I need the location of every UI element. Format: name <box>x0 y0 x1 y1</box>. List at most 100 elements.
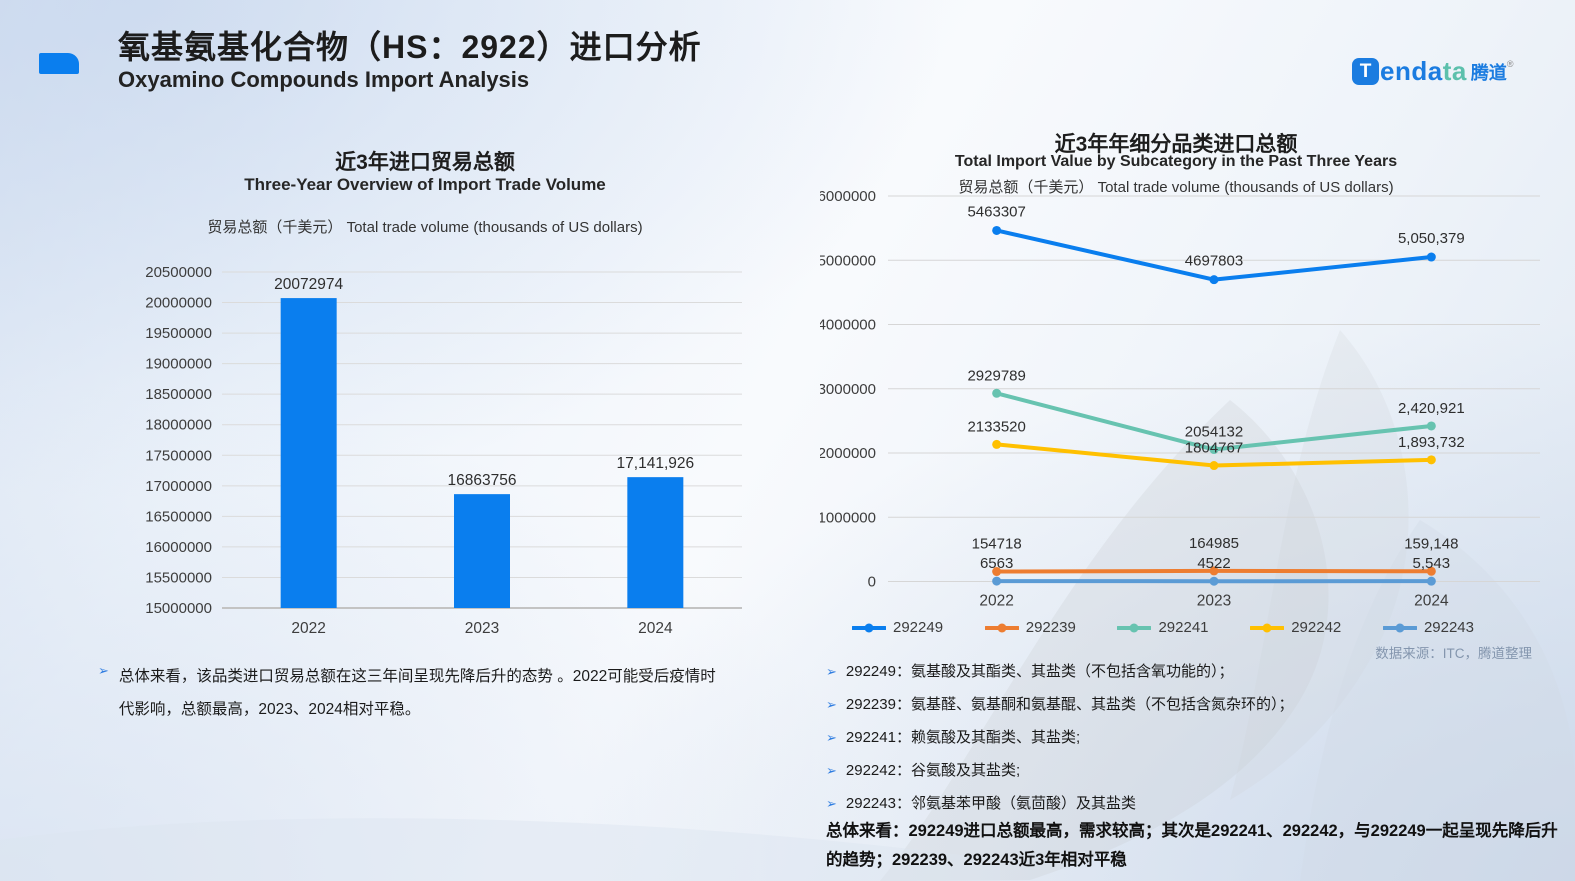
bullet-arrow-icon: ➢ <box>98 663 109 678</box>
data-point <box>1426 421 1436 431</box>
y-axis-tick: 18500000 <box>145 386 212 403</box>
data-point-label: 5463307 <box>967 203 1025 220</box>
category-def-text: 292242：谷氨酸及其盐类; <box>845 762 1021 779</box>
summary-text: 总体来看：292249进口总额最高，需求较高；其次是292241、292242，… <box>826 822 1558 870</box>
x-axis-tick: 2024 <box>1414 593 1449 610</box>
bullet-arrow-icon: ➢ <box>826 796 837 811</box>
data-point <box>1209 576 1219 586</box>
data-point-label: 2133520 <box>967 418 1025 435</box>
data-point <box>1209 461 1219 471</box>
bar-chart-note: ➢ 总体来看，该品类进口贸易总额在这三年间呈现先降后升的态势 。2022可能受后… <box>98 661 716 727</box>
category-def-text: 292239：氨基醛、氨基酮和氨基醌、其盐类（不包括含氮杂环的）； <box>845 696 1294 713</box>
data-point-label: 2054132 <box>1185 424 1243 441</box>
bar-chart-title-cn: 近3年进口贸易总额 <box>335 151 515 174</box>
bar <box>454 494 510 608</box>
legend-item-292239: 292239 <box>984 619 1076 636</box>
category-def-item: ➢ 292243：邻氨基苯甲酸（氨茴酸）及其盐类 <box>826 794 1550 814</box>
y-axis-tick: 4000000 <box>820 317 876 334</box>
data-point-label: 1804767 <box>1185 440 1243 457</box>
bar-chart-unit-label: 贸易总额（千美元） Total trade volume (thousands … <box>207 219 643 236</box>
y-axis-tick: 15000000 <box>145 600 212 617</box>
bullet-arrow-icon: ➢ <box>826 697 837 712</box>
category-def-item: ➢ 292249：氨基酸及其酯类、其盐类（不包括含氧功能的）； <box>826 662 1550 682</box>
bar-value-label: 20072974 <box>274 276 343 293</box>
bar-chart-title-en: Three-Year Overview of Import Trade Volu… <box>244 175 606 194</box>
category-def-item: ➢ 292239：氨基醛、氨基酮和氨基醌、其盐类（不包括含氮杂环的）； <box>826 695 1550 715</box>
line-chart-title-cn: 近3年年细分品类进口总额 <box>1054 133 1298 156</box>
header-accent-icon <box>39 53 79 74</box>
x-axis-tick: 2022 <box>291 620 325 637</box>
line-chart-title-en: Total Import Value by Subcategory in the… <box>954 153 1398 170</box>
legend-item-292242: 292242 <box>1250 619 1341 636</box>
y-axis-tick: 17500000 <box>145 447 212 464</box>
y-axis-tick: 2000000 <box>820 445 876 462</box>
bullet-arrow-icon: ➢ <box>826 664 837 679</box>
legend-marker-icon <box>1250 623 1285 632</box>
y-axis-tick: 5000000 <box>820 252 876 269</box>
y-axis-tick: 16000000 <box>145 539 212 556</box>
page-subtitle: Oxyamino Compounds Import Analysis <box>118 67 530 92</box>
category-def-text: 292243：邻氨基苯甲酸（氨茴酸）及其盐类 <box>845 795 1136 812</box>
category-definitions: ➢ 292249：氨基酸及其酯类、其盐类（不包括含氧功能的）； ➢ 292239：氨基… <box>826 662 1550 827</box>
x-axis-tick: 2023 <box>465 620 499 637</box>
data-point <box>1426 455 1436 465</box>
data-point <box>1209 445 1219 455</box>
bar-value-label: 17,141,926 <box>617 455 695 472</box>
y-axis-tick: 18000000 <box>145 417 212 434</box>
data-point-label: 5,543 <box>1413 555 1451 572</box>
legend-marker-icon <box>852 623 886 632</box>
bullet-arrow-icon: ➢ <box>826 730 837 745</box>
legend-label: 292239 <box>1025 619 1076 636</box>
x-axis-tick: 2022 <box>979 593 1013 610</box>
y-axis-tick: 1000000 <box>820 509 876 526</box>
y-axis-tick: 20000000 <box>145 295 212 312</box>
y-axis-tick: 6000000 <box>820 190 876 205</box>
data-point-label: 4522 <box>1197 555 1230 572</box>
bullet-arrow-icon: ➢ <box>826 763 837 778</box>
x-axis-tick: 2024 <box>638 620 673 637</box>
data-point <box>1209 275 1219 285</box>
category-def-item: ➢ 292242：谷氨酸及其盐类; <box>826 761 1550 781</box>
legend-label: 292243 <box>1423 619 1474 636</box>
data-point <box>1426 252 1436 262</box>
tendata-logo-cn: 腾道 <box>1470 62 1507 83</box>
bar <box>280 298 337 608</box>
data-point-label: 4697803 <box>1185 253 1243 270</box>
legend-item-292243: 292243 <box>1382 619 1474 636</box>
y-axis-tick: 15500000 <box>145 569 212 586</box>
legend-item-292241: 292241 <box>1117 619 1209 636</box>
data-point <box>992 388 1002 398</box>
line-chart: 0 1000000 2000000 3000000 4000000 5000000 6000… <box>820 190 1540 610</box>
data-point <box>992 567 1002 577</box>
legend-marker-icon <box>1382 623 1417 632</box>
data-point-label: 159,148 <box>1404 535 1458 552</box>
category-def-item: ➢ 292241：赖氨酸及其酯类、其盐类; <box>826 728 1550 748</box>
tendata-logo-icon: T <box>1352 58 1379 85</box>
data-point-label: 164985 <box>1189 535 1239 552</box>
data-point-label: 2929789 <box>967 367 1025 384</box>
registered-mark: ® <box>1506 58 1514 69</box>
tendata-logo-text: endata <box>1380 56 1467 86</box>
legend-marker-icon <box>984 623 1019 632</box>
data-point-label: 154718 <box>972 536 1022 553</box>
x-axis-tick: 2023 <box>1197 593 1231 610</box>
legend-label: 292241 <box>1158 619 1209 636</box>
bar-value-label: 16863756 <box>448 472 517 489</box>
legend-item-292249: 292249 <box>852 619 943 636</box>
line-chart-legend: 292249 292239 292241 292242 292243 <box>852 619 1474 636</box>
y-axis-tick: 0 <box>868 574 876 591</box>
data-point <box>992 225 1002 235</box>
data-source: 数据来源：ITC，腾道整理 <box>1375 646 1532 661</box>
legend-marker-icon <box>1117 623 1152 632</box>
category-def-text: 292249：氨基酸及其酯类、其盐类（不包括含氧功能的）； <box>845 663 1234 680</box>
legend-label: 292249 <box>893 619 944 636</box>
y-axis-tick: 16500000 <box>145 508 212 525</box>
data-point-label: 5,050,379 <box>1398 230 1465 247</box>
y-axis-tick: 19000000 <box>145 356 212 373</box>
y-axis-tick: 3000000 <box>820 381 876 398</box>
data-point-label: 1,893,732 <box>1398 434 1465 451</box>
data-point-label: 6563 <box>980 555 1013 572</box>
bar-chart: 15000000 15500000 16000000 16500000 17000000… <box>145 264 742 637</box>
y-axis-tick: 19500000 <box>145 325 212 342</box>
legend-label: 292242 <box>1291 619 1342 636</box>
